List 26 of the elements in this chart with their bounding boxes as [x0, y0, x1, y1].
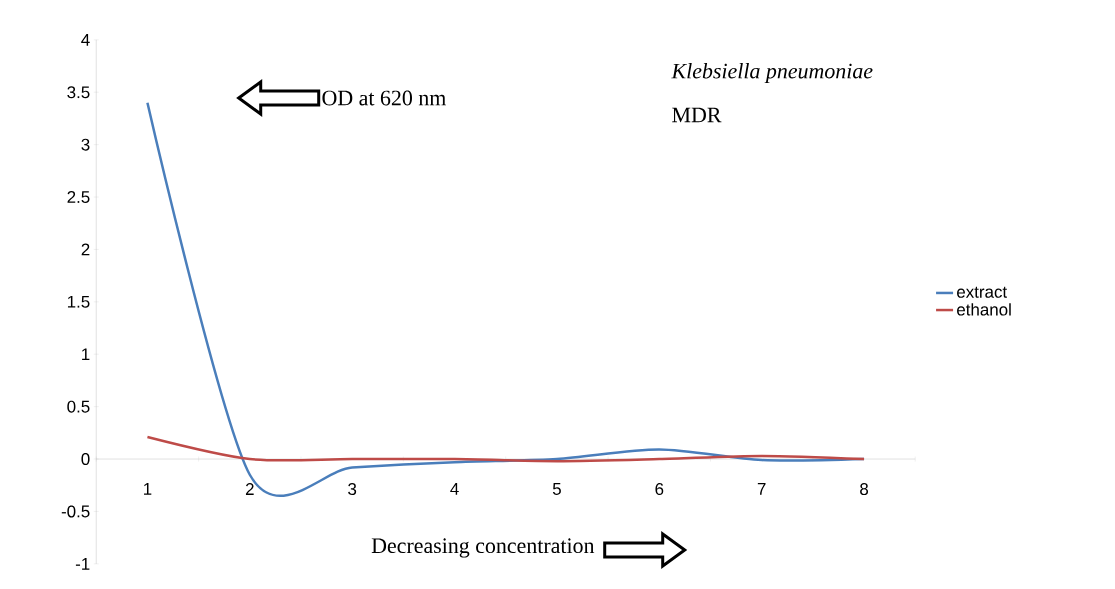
y-tick-label: 3.5 [67, 86, 90, 99]
y-tick-label: 2 [81, 243, 90, 256]
x-tick-label: 1 [144, 483, 152, 495]
line-series [146, 435, 866, 463]
y-tick-label: -0.5 [61, 505, 90, 518]
y-tick-label: 3 [81, 138, 90, 151]
text: MDR [672, 107, 722, 123]
x-tick-label: 7 [757, 483, 766, 495]
x-tick-label: 6 [655, 483, 664, 496]
x-tick-label: 4 [450, 483, 459, 495]
y-tick-label: 1.5 [67, 295, 90, 308]
y-tick-label: 0.5 [67, 400, 90, 413]
y-tick-label: -1 [75, 558, 90, 570]
y-tick-label: 1 [82, 348, 90, 361]
y-tick-label: 2.5 [67, 191, 90, 204]
y-tick-label: 4 [81, 34, 90, 46]
x-tick-label: 5 [552, 483, 561, 495]
x-tick-label: 2 [245, 483, 254, 495]
x-tick-label: 3 [348, 483, 357, 496]
y-tick-label: 0 [81, 453, 90, 466]
legend-label: extract [957, 286, 1008, 298]
y-axis-title: OD at 620 nm [322, 90, 446, 106]
legend-label: ethanol [957, 303, 1011, 316]
x-axis-title: Decreasing concentration [371, 538, 595, 558]
text: Klebsiella pneumoniae [671, 63, 873, 83]
x-tick-label: 8 [860, 483, 869, 496]
